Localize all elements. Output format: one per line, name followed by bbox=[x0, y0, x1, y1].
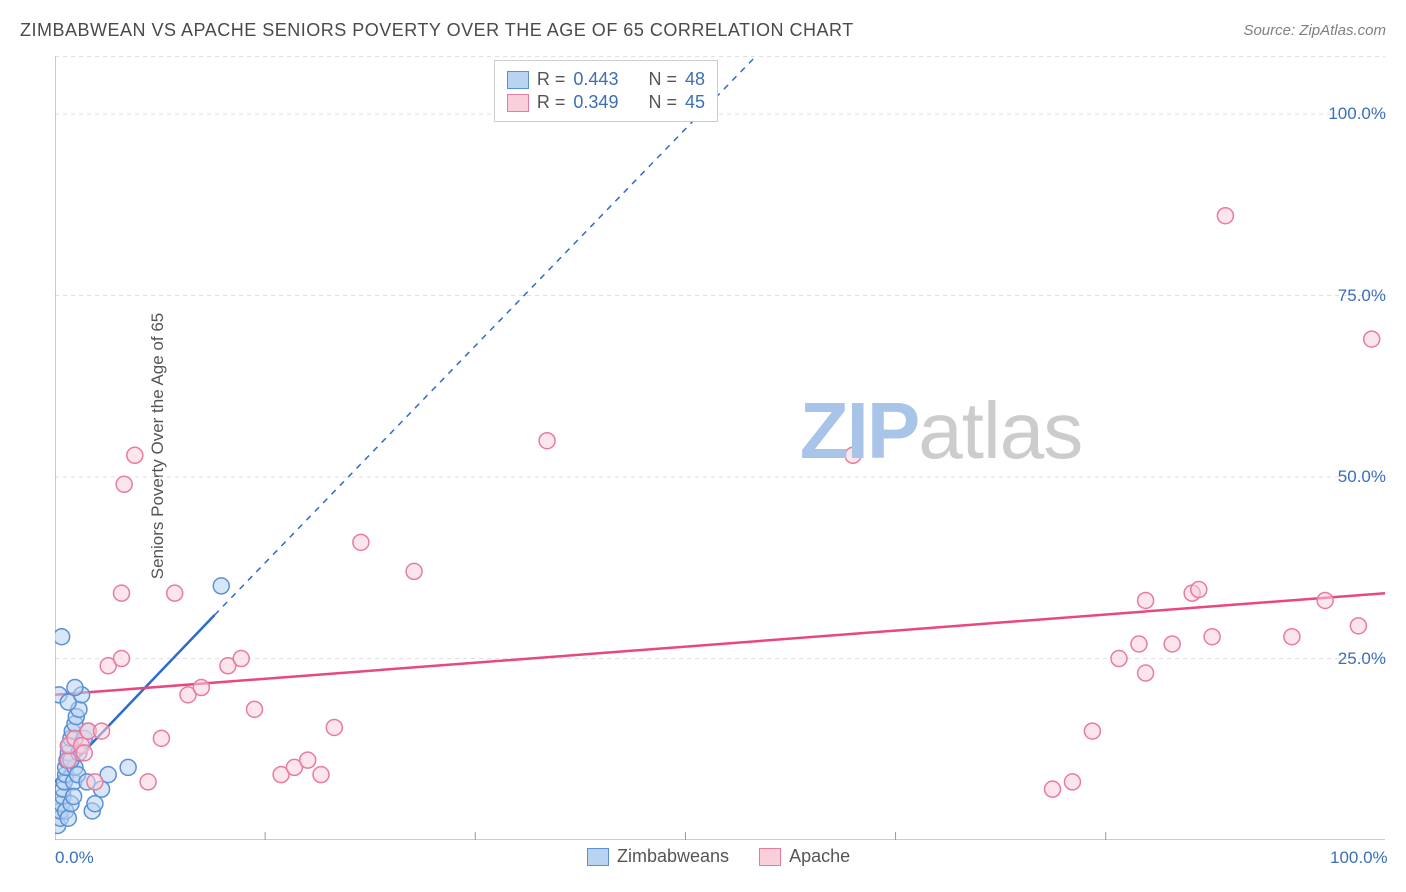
legend-swatch bbox=[587, 848, 609, 866]
y-tick-label: 75.0% bbox=[1338, 286, 1386, 306]
x-tick-label: 100.0% bbox=[1330, 848, 1388, 868]
source-label: Source: ZipAtlas.com bbox=[1243, 22, 1386, 39]
n-label: N = bbox=[648, 92, 677, 113]
n-label: N = bbox=[648, 69, 677, 90]
n-value: 45 bbox=[685, 92, 705, 113]
series-legend: Zimbabweans Apache bbox=[587, 846, 850, 867]
legend-row: R = 0.349 N = 45 bbox=[507, 92, 705, 113]
legend-swatch bbox=[507, 94, 529, 112]
r-label: R = bbox=[537, 92, 566, 113]
chart-title: ZIMBABWEAN VS APACHE SENIORS POVERTY OVE… bbox=[20, 20, 854, 41]
y-tick-label: 25.0% bbox=[1338, 649, 1386, 669]
y-tick-label: 50.0% bbox=[1338, 467, 1386, 487]
y-tick-label: 100.0% bbox=[1328, 104, 1386, 124]
scatter-plot bbox=[55, 56, 1385, 840]
r-value: 0.349 bbox=[573, 92, 618, 113]
x-tick-label: 0.0% bbox=[55, 848, 94, 868]
series-legend-item: Zimbabweans bbox=[587, 846, 729, 867]
series-name: Zimbabweans bbox=[617, 846, 729, 867]
correlation-legend: R = 0.443 N = 48 R = 0.349 N = 45 bbox=[494, 60, 718, 122]
legend-row: R = 0.443 N = 48 bbox=[507, 69, 705, 90]
r-label: R = bbox=[537, 69, 566, 90]
series-name: Apache bbox=[789, 846, 850, 867]
n-value: 48 bbox=[685, 69, 705, 90]
r-value: 0.443 bbox=[573, 69, 618, 90]
chart-container: ZIMBABWEAN VS APACHE SENIORS POVERTY OVE… bbox=[0, 0, 1406, 892]
series-legend-item: Apache bbox=[759, 846, 850, 867]
legend-swatch bbox=[507, 71, 529, 89]
legend-swatch bbox=[759, 848, 781, 866]
